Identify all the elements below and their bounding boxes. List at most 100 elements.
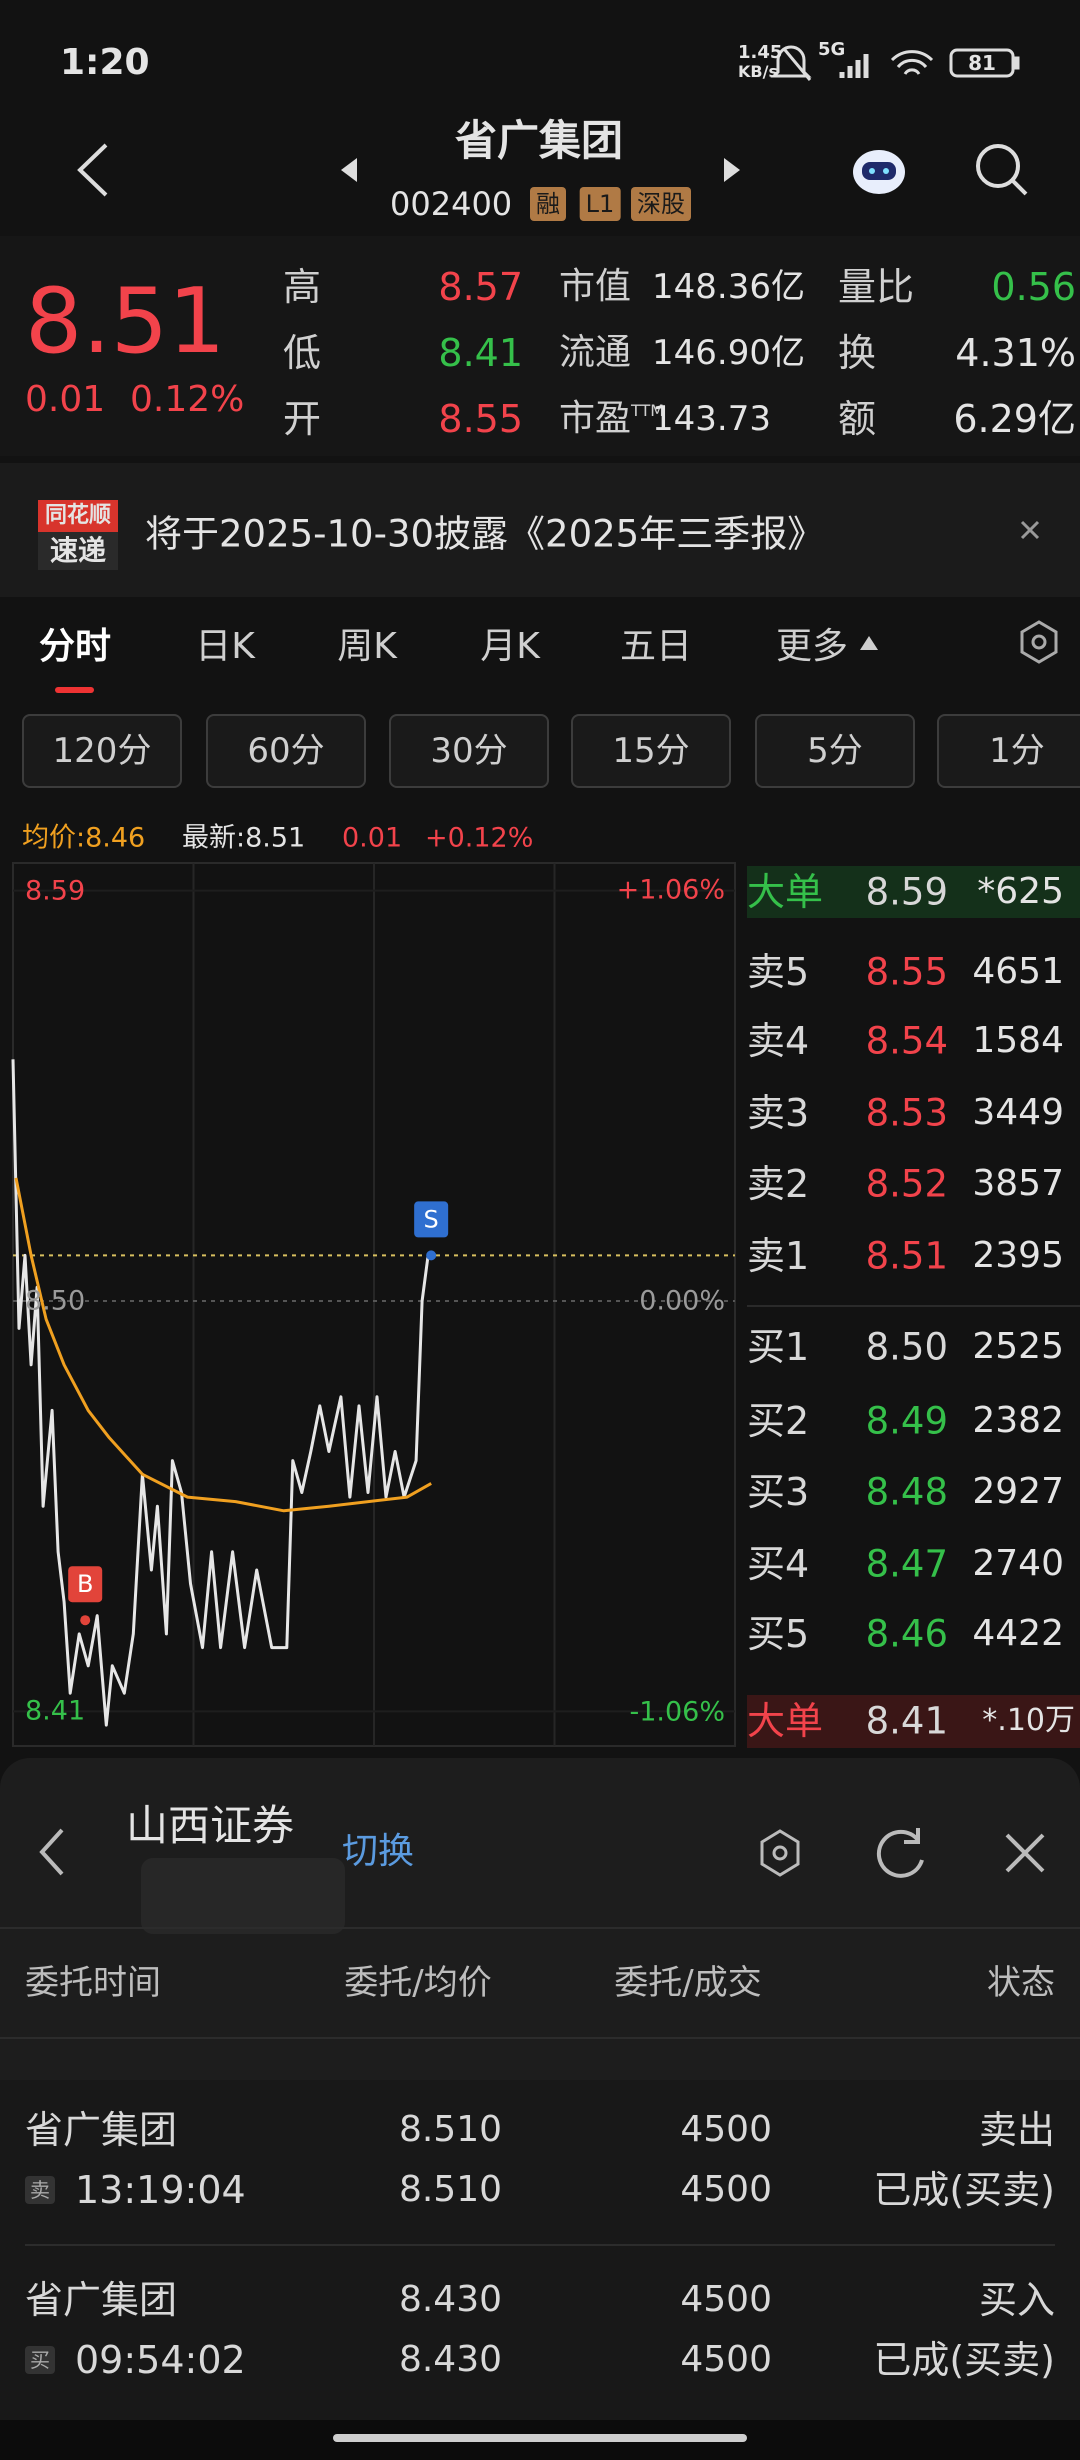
book-label: 买5 bbox=[747, 1612, 810, 1656]
interval-button[interactable] bbox=[389, 714, 549, 788]
trade-sheet: 山西证券 切换 委托时间 委托/均价 委托/成交 状态 省广集团卖 13:19:04 8.510… bbox=[0, 1758, 1080, 2460]
stock-name: 省广集团 bbox=[454, 116, 624, 165]
notice-brand: 同花顺 bbox=[44, 503, 112, 528]
book-volume: 2740 bbox=[972, 1543, 1064, 1584]
stat-label: 市值 bbox=[559, 266, 632, 307]
back-button[interactable] bbox=[77, 143, 108, 197]
order-action: 卖出 bbox=[978, 2108, 1055, 2152]
sheet-settings[interactable] bbox=[760, 1829, 800, 1877]
interval-label[interactable]: 60分 bbox=[247, 731, 325, 771]
series-line bbox=[14, 1177, 432, 1513]
book-price: 8.46 bbox=[865, 1612, 948, 1656]
stat-value: 0.56 bbox=[991, 265, 1076, 309]
interval-label[interactable]: 1分 bbox=[989, 731, 1045, 771]
stat-label: 开 bbox=[283, 397, 322, 441]
book-volume: 4422 bbox=[972, 1613, 1064, 1654]
order-status: 已成(买卖) bbox=[873, 2168, 1055, 2212]
next-stock[interactable] bbox=[724, 158, 740, 182]
interval-label[interactable]: 5分 bbox=[807, 731, 863, 771]
order-price: 8.430 bbox=[398, 2279, 502, 2320]
stat-value: 143.73 bbox=[652, 399, 771, 439]
sheet-close[interactable] bbox=[1005, 1833, 1045, 1873]
chart-tab[interactable]: 周K bbox=[337, 626, 397, 667]
last-price: 8.51 bbox=[25, 269, 226, 374]
order-filled: 4500 bbox=[680, 2169, 772, 2210]
book-price: 8.50 bbox=[865, 1325, 948, 1369]
notice-banner[interactable] bbox=[0, 463, 1080, 597]
notice-close[interactable] bbox=[1020, 520, 1040, 540]
assistant-icon[interactable] bbox=[853, 150, 905, 194]
interval-label[interactable]: 120分 bbox=[52, 731, 152, 771]
chart-tab[interactable]: 更多 bbox=[775, 626, 849, 667]
trade-point bbox=[80, 1615, 91, 1626]
book-price: 8.55 bbox=[865, 950, 948, 994]
chart-tab[interactable]: 五日 bbox=[619, 626, 693, 667]
stat-value: 148.36亿 bbox=[652, 267, 805, 307]
column-header: 委托时间 bbox=[25, 1963, 161, 2003]
badge: L1 bbox=[579, 187, 621, 221]
price-change-pct: 0.12% bbox=[130, 379, 245, 420]
more-arrow[interactable] bbox=[860, 636, 878, 650]
stat-value: 8.41 bbox=[438, 331, 523, 375]
book-volume: 4651 bbox=[972, 951, 1064, 992]
y-tick-label: 8.41 bbox=[25, 1695, 86, 1727]
order-price: 8.510 bbox=[398, 2109, 502, 2150]
book-price: 8.51 bbox=[865, 1234, 948, 1278]
net-speed-unit: KB/s bbox=[738, 62, 778, 81]
stat-value: 8.57 bbox=[438, 265, 523, 309]
book-label: 卖4 bbox=[747, 1019, 810, 1063]
interval-button[interactable] bbox=[22, 714, 182, 788]
badge: 深股 bbox=[631, 187, 691, 221]
notice-brand: 速递 bbox=[49, 534, 107, 567]
y2-tick-label: +1.06% bbox=[616, 874, 725, 906]
trade-marker-label: B bbox=[77, 1570, 93, 1598]
interval-label[interactable]: 30分 bbox=[430, 731, 508, 771]
column-header: 委托/成交 bbox=[614, 1963, 762, 2003]
refresh-button[interactable] bbox=[876, 1828, 924, 1878]
stat-label: 量比 bbox=[838, 265, 915, 309]
book-label: 买4 bbox=[747, 1542, 810, 1586]
price-change: 0.01 bbox=[25, 379, 106, 420]
network-type: 5G bbox=[818, 39, 846, 60]
chart-tab[interactable]: 分时 bbox=[38, 626, 112, 667]
stat-value: 146.90亿 bbox=[652, 333, 805, 373]
notice-text[interactable]: 将于2025-10-30披露《2025年三季报》 bbox=[145, 512, 825, 556]
chart-settings[interactable] bbox=[1020, 620, 1058, 664]
book-label: 卖5 bbox=[747, 950, 810, 994]
book-price: 8.59 bbox=[865, 870, 948, 914]
book-volume: 3857 bbox=[972, 1163, 1064, 1204]
chart-settings-dot bbox=[1031, 634, 1047, 650]
book-volume: 1584 bbox=[972, 1020, 1064, 1061]
chart-legend: +0.12% bbox=[425, 822, 534, 854]
y2-tick-label: -1.06% bbox=[629, 1696, 725, 1728]
order-stock: 省广集团 bbox=[25, 2278, 178, 2322]
interval-button[interactable] bbox=[937, 714, 1080, 788]
orders-bg bbox=[0, 2080, 1080, 2420]
stat-label: 高 bbox=[283, 265, 322, 309]
prev-stock[interactable] bbox=[341, 158, 357, 182]
search-button[interactable] bbox=[976, 144, 1028, 196]
interval-button[interactable] bbox=[755, 714, 915, 788]
chart-tab[interactable]: 月K bbox=[480, 626, 540, 667]
sheet-back[interactable] bbox=[39, 1828, 64, 1876]
order-qty: 4500 bbox=[680, 2109, 772, 2150]
chart-tab[interactable]: 日K bbox=[195, 626, 255, 667]
book-volume: *.10万 bbox=[982, 1703, 1075, 1738]
net-speed: 1.45 bbox=[738, 42, 783, 63]
trade-marker bbox=[414, 1201, 449, 1238]
notice-logo bbox=[38, 500, 118, 570]
book-label: 卖3 bbox=[747, 1091, 810, 1135]
book-price: 8.53 bbox=[865, 1091, 948, 1135]
order-qty: 4500 bbox=[680, 2279, 772, 2320]
trade-point bbox=[426, 1250, 437, 1261]
book-price: 8.49 bbox=[865, 1399, 948, 1443]
interval-button[interactable] bbox=[571, 714, 731, 788]
stat-value: 6.29亿 bbox=[953, 397, 1076, 441]
book-volume: *625 bbox=[977, 871, 1064, 912]
interval-label[interactable]: 15分 bbox=[612, 731, 690, 771]
interval-button[interactable] bbox=[206, 714, 366, 788]
switch-account[interactable]: 切换 bbox=[342, 1831, 415, 1872]
book-label: 买1 bbox=[747, 1325, 810, 1369]
home-indicator[interactable] bbox=[333, 2434, 747, 2442]
order-action: 买入 bbox=[978, 2278, 1055, 2322]
